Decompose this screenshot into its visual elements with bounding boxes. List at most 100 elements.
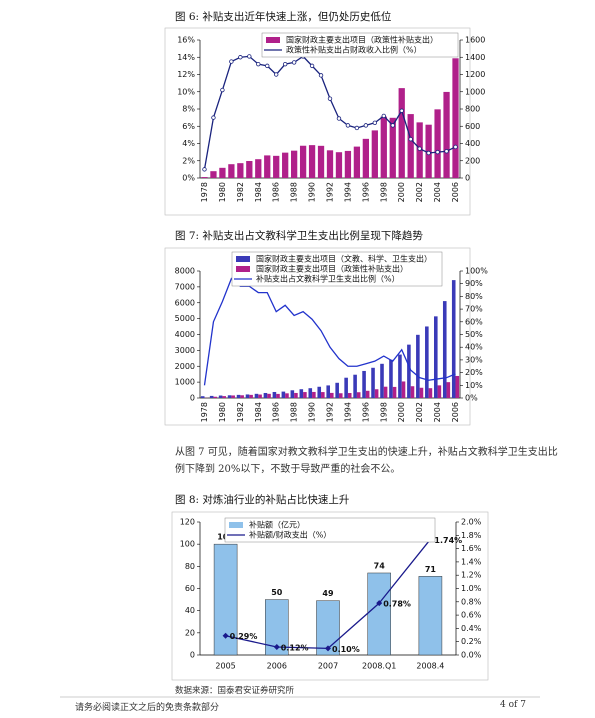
bar bbox=[209, 395, 214, 398]
bar bbox=[255, 159, 262, 178]
marker bbox=[426, 150, 431, 156]
bar bbox=[294, 392, 298, 398]
bar bbox=[335, 382, 339, 398]
bar bbox=[451, 280, 456, 398]
y-tick-label: 8000 bbox=[175, 267, 195, 276]
bar bbox=[362, 370, 366, 398]
bar bbox=[446, 382, 451, 398]
marker bbox=[274, 72, 279, 77]
bar bbox=[299, 389, 304, 398]
marker bbox=[211, 115, 216, 120]
y2-tick-label: 30% bbox=[465, 355, 483, 364]
source-note: 数据来源：国泰君安证券研究所 bbox=[175, 686, 295, 696]
marker bbox=[354, 125, 360, 131]
data-label: 0.12% bbox=[281, 644, 309, 653]
bar bbox=[222, 396, 226, 398]
x-tick-label: 1984 bbox=[254, 402, 263, 422]
x-tick-label: 1988 bbox=[290, 402, 299, 422]
page-number: 4 of 7 bbox=[500, 700, 526, 710]
y2-tick-label: 60% bbox=[465, 317, 483, 326]
x-tick-label: 1992 bbox=[326, 402, 335, 422]
y2-tick-label: 50% bbox=[465, 330, 483, 339]
bar bbox=[326, 385, 330, 398]
legend-label: 国家财政主要支出项目（政策性补贴支出） bbox=[256, 264, 408, 274]
y2-tick-label: 0% bbox=[465, 394, 478, 403]
marker bbox=[309, 63, 315, 69]
x-tick-label: 1990 bbox=[308, 182, 317, 202]
legend-label: 政策性补贴支出占财政收入比例（%） bbox=[286, 45, 422, 55]
bar bbox=[407, 114, 414, 178]
bar bbox=[362, 138, 369, 178]
marker bbox=[327, 96, 333, 101]
y-tick-label: 14% bbox=[177, 53, 195, 62]
bar bbox=[282, 152, 289, 178]
bar bbox=[291, 150, 298, 178]
chart-title: 图 6: 补贴支出近年快速上涨，但仍处历史低位 bbox=[175, 10, 392, 23]
x-tick-label: 2006 bbox=[267, 662, 287, 671]
x-tick-label: 2006 bbox=[451, 402, 460, 422]
bar bbox=[338, 393, 343, 398]
bar bbox=[240, 395, 244, 398]
data-label: 0.78% bbox=[383, 600, 411, 609]
y-tick-label: 4000 bbox=[175, 330, 195, 339]
chart-frame bbox=[171, 511, 489, 681]
y-tick-label: 4% bbox=[182, 139, 195, 148]
legend-swatch bbox=[236, 256, 250, 262]
y2-tick-label: 80% bbox=[465, 292, 483, 301]
bar bbox=[452, 58, 459, 178]
chart-title: 图 8: 对炼油行业的补贴占比快速上升 bbox=[175, 493, 349, 506]
y2-tick-label: 10% bbox=[465, 381, 483, 390]
bar bbox=[367, 572, 391, 656]
x-tick-label: 2006 bbox=[451, 182, 460, 202]
legend-box bbox=[261, 32, 459, 58]
y2-tick-label: 1600 bbox=[465, 36, 485, 45]
bar bbox=[389, 359, 393, 398]
bar bbox=[231, 395, 235, 398]
bar bbox=[299, 145, 307, 178]
bar bbox=[219, 167, 226, 178]
bar bbox=[218, 395, 223, 398]
y2-tick-label: 70% bbox=[465, 305, 483, 314]
y2-tick-label: 0.8% bbox=[461, 597, 482, 606]
bar bbox=[428, 388, 433, 398]
bar bbox=[321, 392, 325, 398]
data-label: 50 bbox=[271, 588, 283, 597]
y-tick-label: 6000 bbox=[175, 298, 195, 307]
chart-frame bbox=[164, 27, 471, 216]
bar bbox=[201, 177, 208, 178]
y2-tick-label: 90% bbox=[465, 279, 483, 288]
legend-label: 补贴额/财政支出（%） bbox=[249, 530, 331, 540]
bar bbox=[213, 543, 238, 656]
x-tick-label: 2005 bbox=[215, 662, 235, 671]
marker bbox=[408, 136, 413, 142]
y-tick-label: 2000 bbox=[175, 362, 195, 371]
bar bbox=[335, 152, 343, 178]
marker bbox=[376, 600, 383, 607]
marker bbox=[247, 54, 252, 59]
bar bbox=[245, 394, 250, 398]
marker bbox=[435, 149, 440, 155]
bar bbox=[285, 393, 289, 398]
bar bbox=[344, 377, 348, 398]
bar bbox=[249, 394, 253, 398]
bar bbox=[416, 334, 420, 398]
y2-tick-label: 600 bbox=[465, 122, 480, 131]
data-label: 0.10% bbox=[332, 645, 360, 654]
bar bbox=[210, 171, 217, 178]
bar bbox=[392, 386, 397, 398]
y-tick-label: 40 bbox=[185, 606, 195, 615]
y-tick-label: 6% bbox=[182, 122, 195, 131]
marker bbox=[222, 632, 229, 639]
y-tick-label: 120 bbox=[180, 518, 195, 527]
y2-tick-label: 0.6% bbox=[461, 611, 482, 620]
marker bbox=[381, 113, 386, 119]
x-tick-label: 1994 bbox=[343, 182, 352, 202]
y-tick-label: 7000 bbox=[175, 282, 195, 291]
x-tick-label: 2004 bbox=[433, 402, 442, 422]
bar bbox=[418, 576, 443, 656]
y2-tick-label: 400 bbox=[465, 139, 480, 148]
x-tick-label: 1986 bbox=[272, 402, 281, 422]
x-tick-label: 1980 bbox=[218, 182, 227, 202]
marker bbox=[318, 73, 324, 78]
